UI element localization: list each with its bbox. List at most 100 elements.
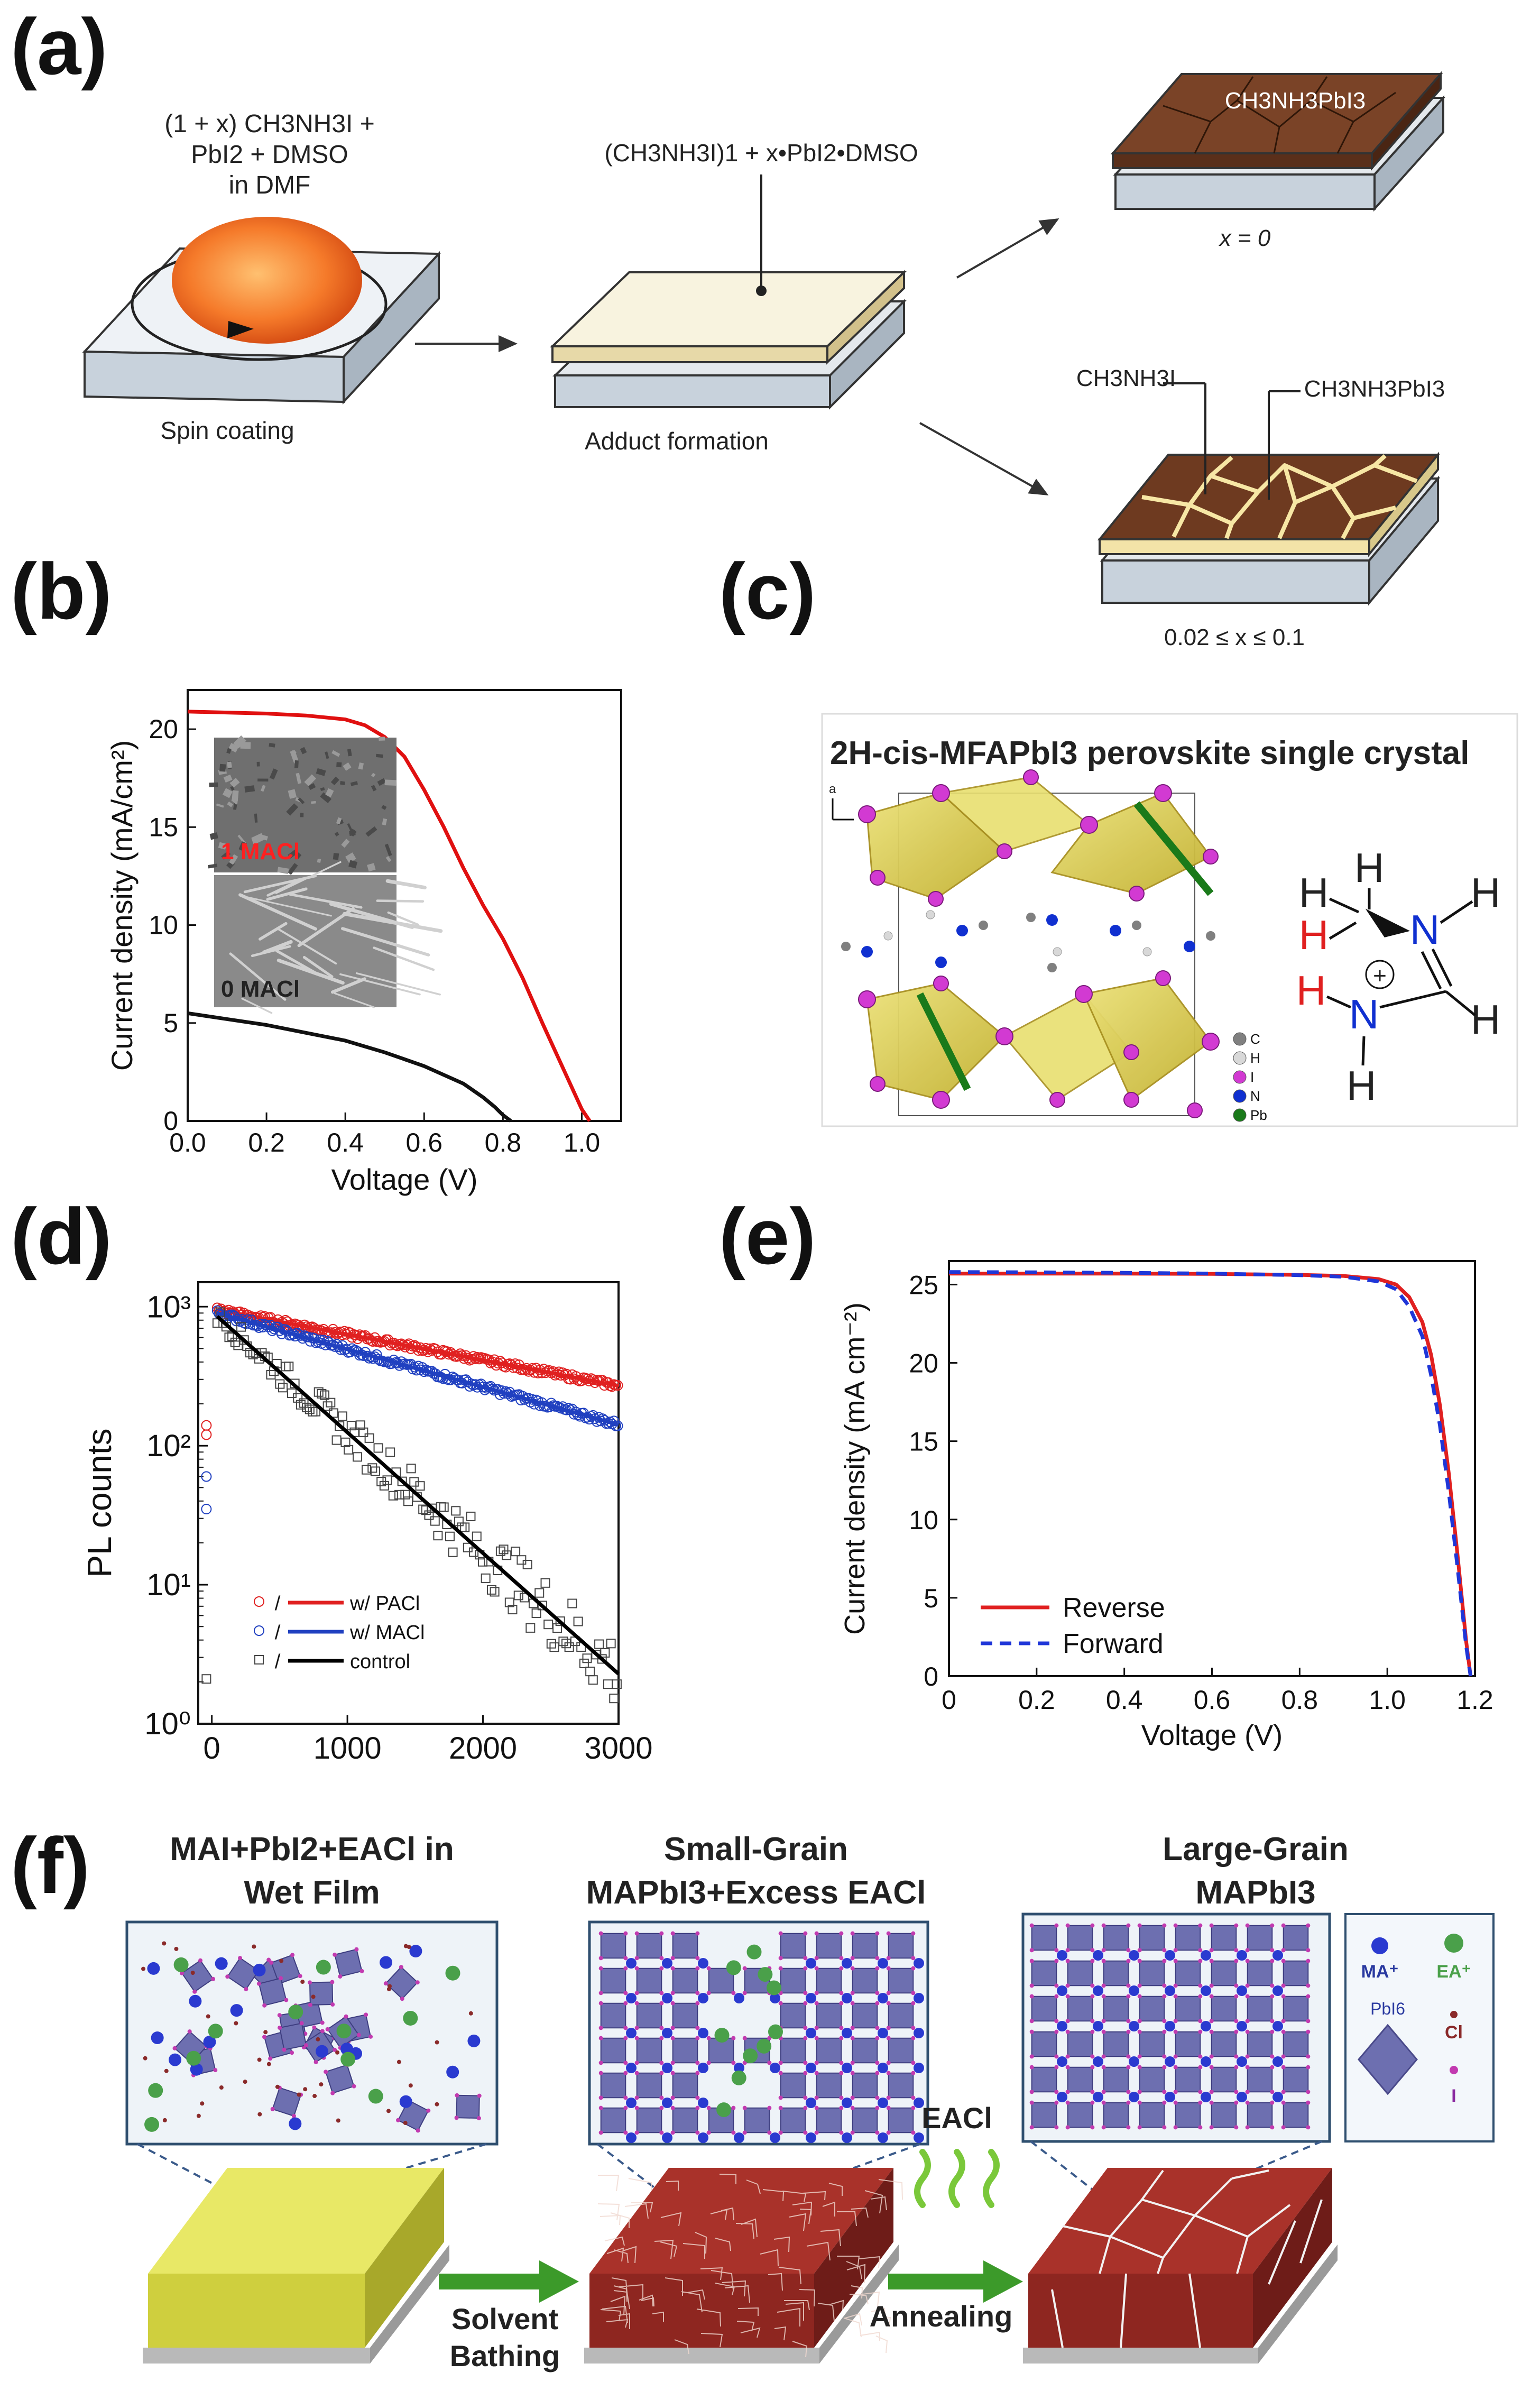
large-grain-octahedron [1103, 1925, 1129, 1951]
ma-cation [1129, 1950, 1139, 1961]
iodide [1245, 2090, 1250, 2094]
iodide [814, 2026, 819, 2030]
plot-frame-b [187, 689, 622, 1122]
iodide [911, 2095, 916, 2100]
iodide [395, 2118, 400, 2122]
d-point-control [415, 1481, 425, 1491]
small-grain-octahedron [816, 2037, 842, 2064]
iodide [1198, 1958, 1203, 1963]
legend-atom-pb-icon [1233, 1108, 1247, 1122]
e-series-forward [948, 1270, 1473, 1677]
iodide [1126, 2029, 1131, 2034]
mol-atom-h-red2: H [1296, 967, 1326, 1014]
iodide [1126, 1958, 1131, 1963]
sem-grain [256, 761, 260, 767]
iodide [1281, 2100, 1286, 2105]
ma-cation [626, 2132, 637, 2143]
b-ytick-label: 0 [163, 1106, 178, 1136]
iodide [1270, 2100, 1275, 2105]
iodide [695, 2001, 700, 2006]
sem-grain [331, 750, 340, 757]
iodide [850, 2001, 855, 2006]
iodide [850, 2130, 855, 2135]
small-grain-octahedron [816, 1933, 842, 1959]
iodide [308, 2002, 312, 2007]
sem-texture-top [208, 735, 396, 875]
iodide [1281, 2090, 1286, 2094]
large-grain-octahedron [1247, 1995, 1273, 2022]
small-grain-octahedron [888, 1933, 914, 1959]
mol-atom-h-bottom: H [1347, 1062, 1376, 1109]
sem-grain [308, 783, 316, 790]
legend-cl-label: Cl [1445, 2022, 1463, 2043]
ma-cation [1165, 1985, 1175, 1996]
ma-cation [1237, 2021, 1247, 2031]
iodide [1162, 2100, 1167, 2105]
ma-cation [1165, 2092, 1175, 2102]
chloride [266, 2062, 271, 2066]
d-xtick-label: 3000 [584, 1731, 652, 1765]
step-arrow-bottom [919, 422, 1049, 495]
ma-cation [914, 1993, 924, 2003]
e-xtick-label: 0.4 [1106, 1685, 1143, 1715]
sem-grain [350, 781, 358, 786]
small-grain-octahedron [672, 2002, 698, 2029]
iodide [269, 1960, 274, 1965]
iodide [598, 2036, 603, 2040]
iodide [1029, 1983, 1034, 1988]
iodide [803, 2026, 808, 2030]
wet-film-lattice [141, 1941, 482, 2133]
d-point-control [499, 1544, 509, 1555]
d-point-control [445, 1531, 455, 1541]
iodide [426, 2108, 431, 2113]
d-point-control [552, 1623, 562, 1633]
d-point-control [379, 1480, 389, 1491]
iodide [911, 2036, 916, 2040]
large-grain-octahedron [1103, 2031, 1129, 2057]
stage3-title-line-1: Large-Grain [1163, 1831, 1348, 1868]
iodide [875, 2036, 880, 2040]
iodide [598, 1931, 603, 1936]
iodide [1101, 2125, 1106, 2130]
sem-grain [288, 849, 298, 859]
sem-grain [222, 788, 233, 798]
chloride [316, 2037, 320, 2041]
iodide [911, 2105, 916, 2110]
small-grain-schematic [588, 1920, 929, 2146]
mol-atom-h-red1: H [1299, 912, 1329, 958]
iodide [356, 2033, 361, 2037]
sem-grain [209, 782, 218, 787]
large-grain-octahedron [1283, 2031, 1309, 2057]
ma-cation [626, 2028, 637, 2038]
plot-frame-e [948, 1260, 1476, 1677]
large-grain-octahedron [1031, 2102, 1057, 2128]
panel-label-d: (d) [11, 1192, 112, 1281]
sem-grain [317, 858, 321, 863]
iodide [778, 1956, 783, 1961]
ma-cation [806, 2028, 816, 2038]
large-grain-slab [1023, 2168, 1338, 2364]
large-grain-octahedron [1031, 1960, 1057, 1987]
sem-grain [325, 788, 334, 797]
d-point-control [579, 1658, 589, 1668]
iodide [623, 2130, 628, 2135]
ma-cation [1201, 2021, 1211, 2031]
d-point-control [355, 1420, 365, 1430]
iodide [278, 2026, 282, 2030]
vapor-icon [914, 2149, 1000, 2208]
spin-substrate [82, 217, 441, 405]
iodide [270, 2107, 275, 2111]
e-xtick-label: 1.0 [1369, 1685, 1406, 1715]
d-point-control [543, 1620, 554, 1630]
d-point-control [478, 1557, 488, 1567]
sem-grain [230, 786, 235, 791]
iodide [598, 2001, 603, 2006]
d-point-control [558, 1636, 568, 1647]
small-grain-lattice [598, 1931, 924, 2143]
large-grain-octahedron [1139, 2066, 1165, 2093]
iodide [803, 1931, 808, 1936]
chart-b: 0.0 0.2 0.4 0.6 0.8 1.0 0 5 10 15 20 Voltage (V) Cur… [105, 689, 622, 1196]
chloride [219, 2085, 224, 2090]
d-point-control [406, 1464, 416, 1474]
